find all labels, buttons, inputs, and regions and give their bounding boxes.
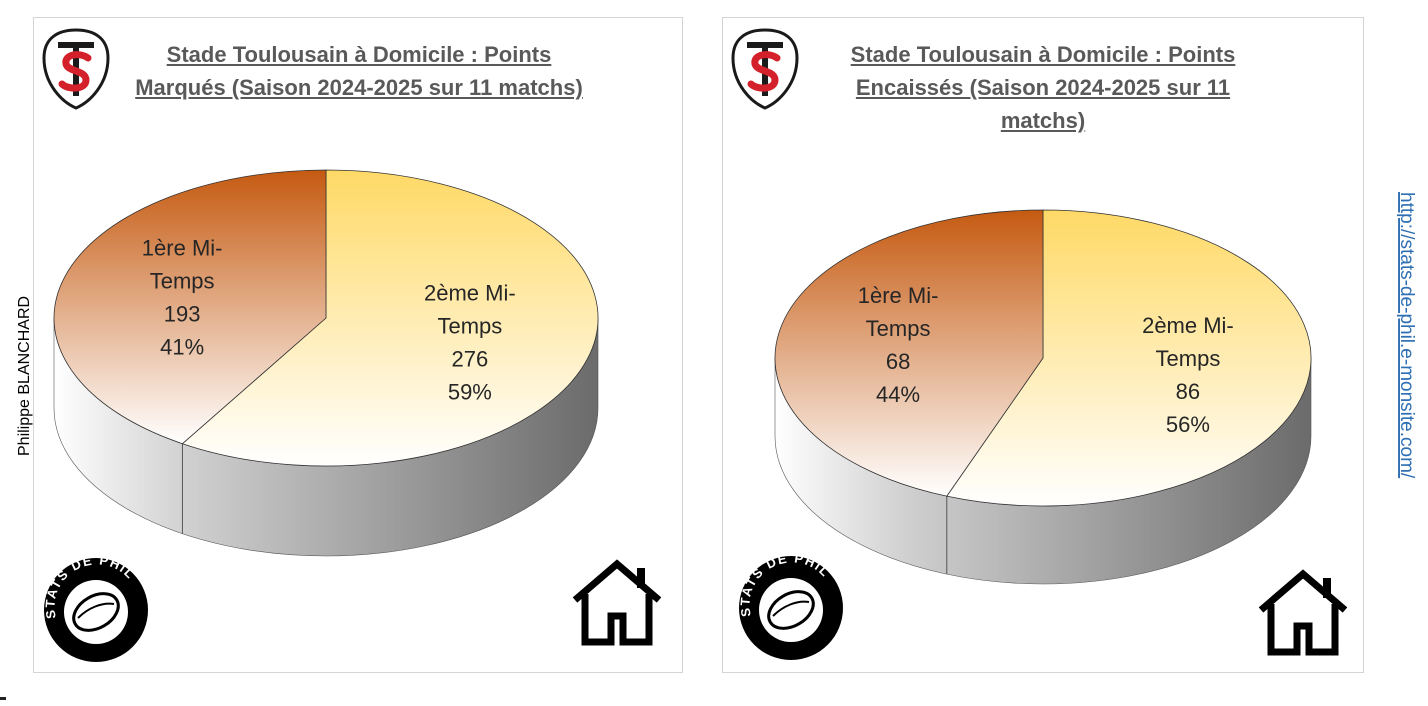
slice-label-line2: Temps <box>866 316 931 341</box>
slice-value: 193 <box>164 302 201 327</box>
pie-slice-2eme-mi-temps <box>181 169 599 467</box>
corner-mark <box>0 697 6 700</box>
pie-chart-points-encaisses: 2ème Mi- Temps 86 56% 1ère Mi- Temps 68 44% <box>774 209 1312 585</box>
slice-percent: 59% <box>448 379 492 404</box>
slice-value: 86 <box>1176 379 1200 404</box>
slice-percent: 44% <box>876 382 920 407</box>
slice-label-line2: Temps <box>437 313 502 338</box>
slice-label-line2: Temps <box>150 269 215 294</box>
stats-de-phil-badge: STATS DE PHIL <box>737 554 843 660</box>
author-credit: Philippe BLANCHARD <box>16 296 33 456</box>
chart-title: Stade Toulousain à Domicile : Points Mar… <box>104 38 614 104</box>
chart-title-line2: Marqués (Saison 2024-2025 sur 11 matchs) <box>135 75 583 100</box>
chart-panel-points-encaisses: 2ème Mi- Temps 86 56% 1ère Mi- Temps 68 44% Sta… <box>722 17 1364 673</box>
pie-chart-points-marques: 2ème Mi- Temps 276 59% 1ère Mi- Temps 193 41% <box>53 169 599 557</box>
slice-label-line1: 2ème Mi- <box>424 280 516 305</box>
stats-de-phil-badge: STATS DE PHIL <box>42 556 148 662</box>
pie-slice-2eme-mi-temps <box>946 209 1312 507</box>
website-url[interactable]: http://stats-de-phil.e-monsite.com/ <box>1396 192 1417 479</box>
slice-percent: 56% <box>1166 412 1210 437</box>
author-name: Philippe BLANCHARD <box>16 296 33 456</box>
slice-label-2eme: 2ème Mi- Temps 86 56% <box>1142 313 1234 437</box>
slice-value: 68 <box>886 349 910 374</box>
slice-label-line2: Temps <box>1156 346 1221 371</box>
chart-title: Stade Toulousain à Domicile : Points Enc… <box>813 38 1273 137</box>
slice-label-line1: 2ème Mi- <box>1142 313 1234 338</box>
pie-slice-1ere-mi-temps <box>53 169 327 445</box>
slice-label-line1: 1ère Mi- <box>858 283 939 308</box>
slice-label-1ere: 1ère Mi- Temps 68 44% <box>858 283 939 407</box>
chart-panel-points-marques: 2ème Mi- Temps 276 59% 1ère Mi- Temps 193 41% S… <box>33 17 683 673</box>
home-icon[interactable] <box>1255 568 1351 656</box>
slice-percent: 41% <box>160 335 204 360</box>
slice-label-line1: 1ère Mi- <box>142 236 223 261</box>
slice-label-2eme: 2ème Mi- Temps 276 59% <box>424 280 516 404</box>
pie-slice-1ere-mi-temps <box>774 209 1044 497</box>
chart-title-line1: Stade Toulousain à Domicile : Points <box>850 42 1236 67</box>
home-icon[interactable] <box>569 558 665 646</box>
slice-label-1ere: 1ère Mi- Temps 193 41% <box>142 236 223 360</box>
slice-value: 276 <box>451 346 488 371</box>
website-link[interactable]: http://stats-de-phil.e-monsite.com/ <box>1392 190 1422 530</box>
chart-title-line1: Stade Toulousain à Domicile : Points <box>166 42 552 67</box>
chart-title-line2: Encaissés (Saison 2024-2025 sur 11 <box>855 75 1231 100</box>
stade-toulousain-logo <box>42 28 110 110</box>
stade-toulousain-logo <box>731 28 799 110</box>
chart-title-line3: matchs) <box>1000 108 1086 133</box>
